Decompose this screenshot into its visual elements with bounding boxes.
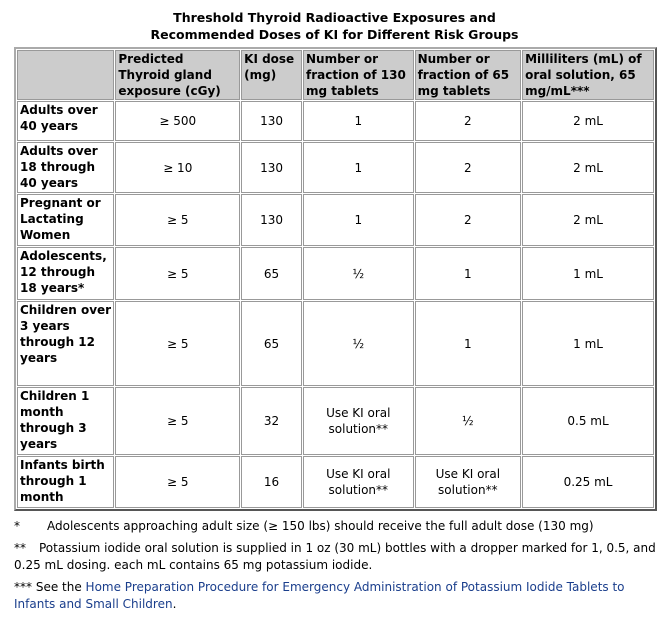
table-cell: 1 mL [522,301,654,386]
table-row: Children over 3 years through 12 years ≥ … [17,301,654,386]
table-cell: 2 mL [522,142,654,193]
row-label: Pregnant or Lactating Women [17,194,115,246]
table-body: Adults over 40 years ≥ 500 130 1 2 2 mL Adults… [17,101,654,508]
row-label: Children 1 month through 3 years [17,387,115,455]
table-cell: 1 [414,247,522,300]
table-cell: ≥ 5 [115,387,241,455]
table-cell: 130 [241,101,302,141]
footnote-end: . [172,597,177,611]
table-cell: 2 mL [522,194,654,246]
table-cell: Use KI oral solution** [414,456,522,508]
table-row: Adolescents, 12 through 18 years* ≥ 5 65 ½ 1… [17,247,654,300]
table-cell: 130 [241,142,302,193]
title-line: Recommended Doses of KI for Different Ri… [150,27,519,42]
table-cell: 2 mL [522,101,654,141]
table-cell: ≥ 5 [115,247,241,300]
footnote: *** See the Home Preparation Procedure f… [14,579,661,613]
table-cell: 0.5 mL [522,387,654,455]
column-header: Predicted Thyroid gland exposure (cGy) [115,50,241,100]
table-cell: ≥ 5 [115,456,241,508]
table-cell: 2 [414,194,522,246]
table-cell: ≥ 5 [115,301,241,386]
row-label: Adolescents, 12 through 18 years* [17,247,115,300]
table-cell: 0.25 mL [522,456,654,508]
row-label: Children over 3 years through 12 years [17,301,115,386]
table-row: Infants birth through 1 month ≥ 5 16 Use KI… [17,456,654,508]
table-cell: 1 [414,301,522,386]
table-cell: ≥ 5 [115,194,241,246]
table-cell: 130 [241,194,302,246]
table-cell: ½ [303,247,414,300]
table-cell: 2 [414,142,522,193]
column-header: KI dose (mg) [241,50,302,100]
column-header: Number or fraction of 65 mg tablets [414,50,522,100]
footnote-link[interactable]: Home Preparation Procedure for Emergency… [14,580,625,611]
dose-table: Predicted Thyroid gland exposure (cGy) KI… [14,47,657,511]
table-row: Adults over 40 years ≥ 500 130 1 2 2 mL [17,101,654,141]
table-cell: ½ [414,387,522,455]
table-cell: ≥ 500 [115,101,241,141]
footnote: ** Potassium iodide oral solution is supp… [14,540,661,574]
column-header [17,50,115,100]
table-row: Pregnant or Lactating Women ≥ 5 130 1 2 2 mL [17,194,654,246]
column-header: Milliliters (mL) of oral solution, 65 mg… [522,50,654,100]
table-cell: 16 [241,456,302,508]
table-cell: 1 mL [522,247,654,300]
column-header: Number or fraction of 130 mg tablets [303,50,414,100]
title-line: Threshold Thyroid Radioactive Exposures … [173,10,496,25]
table-cell: ½ [303,301,414,386]
table-row: Children 1 month through 3 years ≥ 5 32 Use… [17,387,654,455]
header-row: Predicted Thyroid gland exposure (cGy) KI… [17,50,654,100]
row-label: Infants birth through 1 month [17,456,115,508]
table-cell: 2 [414,101,522,141]
table-cell: 1 [303,101,414,141]
table-cell: 1 [303,142,414,193]
footnote-text: Potassium iodide oral solution is suppli… [14,541,656,572]
table-cell: 1 [303,194,414,246]
table-cell: 65 [241,247,302,300]
table-row: Adults over 18 through 40 years ≥ 10 130 1 2… [17,142,654,193]
table-cell: ≥ 10 [115,142,241,193]
footnote-text: Adolescents approaching adult size (≥ 15… [47,519,594,533]
row-label: Adults over 18 through 40 years [17,142,115,193]
table-cell: 32 [241,387,302,455]
footnote-marker: * [14,519,20,533]
table-cell: Use KI oral solution** [303,387,414,455]
footnote-marker: ** [14,541,26,555]
footnote-text: See the [35,580,82,594]
table-cell: Use KI oral solution** [303,456,414,508]
title: Threshold Thyroid Radioactive Exposures … [0,9,669,43]
footnote: * Adolescents approaching adult size (≥ 1… [14,518,661,535]
row-label: Adults over 40 years [17,101,115,141]
table-cell: 65 [241,301,302,386]
footnote-marker: *** [14,580,32,594]
